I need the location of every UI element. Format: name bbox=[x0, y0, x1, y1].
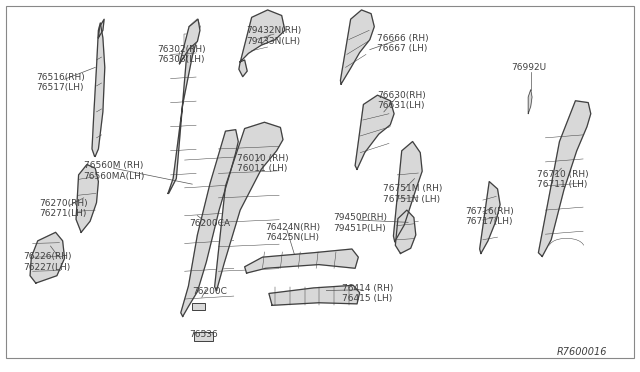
Polygon shape bbox=[396, 210, 416, 253]
Polygon shape bbox=[99, 19, 104, 38]
Polygon shape bbox=[168, 19, 200, 193]
Polygon shape bbox=[340, 10, 374, 84]
Text: 76716(RH)
76717(LH): 76716(RH) 76717(LH) bbox=[466, 207, 515, 226]
Text: 76992U: 76992U bbox=[511, 63, 547, 72]
Text: 76302(RH)
76303(LH): 76302(RH) 76303(LH) bbox=[157, 45, 206, 64]
Polygon shape bbox=[355, 95, 394, 169]
Polygon shape bbox=[180, 130, 238, 317]
Polygon shape bbox=[179, 19, 200, 64]
Text: 76200CA: 76200CA bbox=[189, 219, 230, 228]
Polygon shape bbox=[92, 23, 105, 156]
Text: 76270(RH)
76271(LH): 76270(RH) 76271(LH) bbox=[39, 199, 88, 218]
Text: 76010 (RH)
76011 (LH): 76010 (RH) 76011 (LH) bbox=[237, 154, 289, 173]
Polygon shape bbox=[214, 122, 283, 291]
Polygon shape bbox=[239, 60, 247, 77]
Text: R7600016: R7600016 bbox=[556, 347, 607, 357]
Text: 76200C: 76200C bbox=[192, 287, 227, 296]
Text: 76226(RH)
76227(LH): 76226(RH) 76227(LH) bbox=[23, 252, 72, 272]
Text: 79450P(RH)
79451P(LH): 79450P(RH) 79451P(LH) bbox=[333, 214, 387, 233]
Bar bbox=[193, 332, 212, 341]
Text: 76666 (RH)
76667 (LH): 76666 (RH) 76667 (LH) bbox=[378, 33, 429, 53]
Text: 76424N(RH)
76425N(LH): 76424N(RH) 76425N(LH) bbox=[266, 222, 321, 242]
Polygon shape bbox=[479, 182, 500, 253]
Bar bbox=[192, 303, 205, 310]
Polygon shape bbox=[30, 232, 65, 283]
Polygon shape bbox=[538, 101, 591, 256]
Text: 76751M (RH)
76751N (LH): 76751M (RH) 76751N (LH) bbox=[383, 185, 442, 204]
Text: 76710 (RH)
76711 (LH): 76710 (RH) 76711 (LH) bbox=[537, 170, 589, 189]
Text: 76536: 76536 bbox=[189, 330, 218, 339]
Polygon shape bbox=[269, 285, 360, 305]
Polygon shape bbox=[394, 141, 422, 241]
Polygon shape bbox=[244, 249, 358, 273]
Text: 79432N(RH)
79433N(LH): 79432N(RH) 79433N(LH) bbox=[246, 26, 302, 46]
Text: 76630(RH)
76631(LH): 76630(RH) 76631(LH) bbox=[378, 91, 426, 110]
Text: 76560M (RH)
76560MA(LH): 76560M (RH) 76560MA(LH) bbox=[84, 161, 145, 181]
Polygon shape bbox=[528, 90, 532, 114]
Polygon shape bbox=[76, 164, 99, 232]
Polygon shape bbox=[240, 10, 285, 62]
Text: 76414 (RH)
76415 (LH): 76414 (RH) 76415 (LH) bbox=[342, 284, 394, 303]
Text: 76516(RH)
76517(LH): 76516(RH) 76517(LH) bbox=[36, 73, 84, 92]
